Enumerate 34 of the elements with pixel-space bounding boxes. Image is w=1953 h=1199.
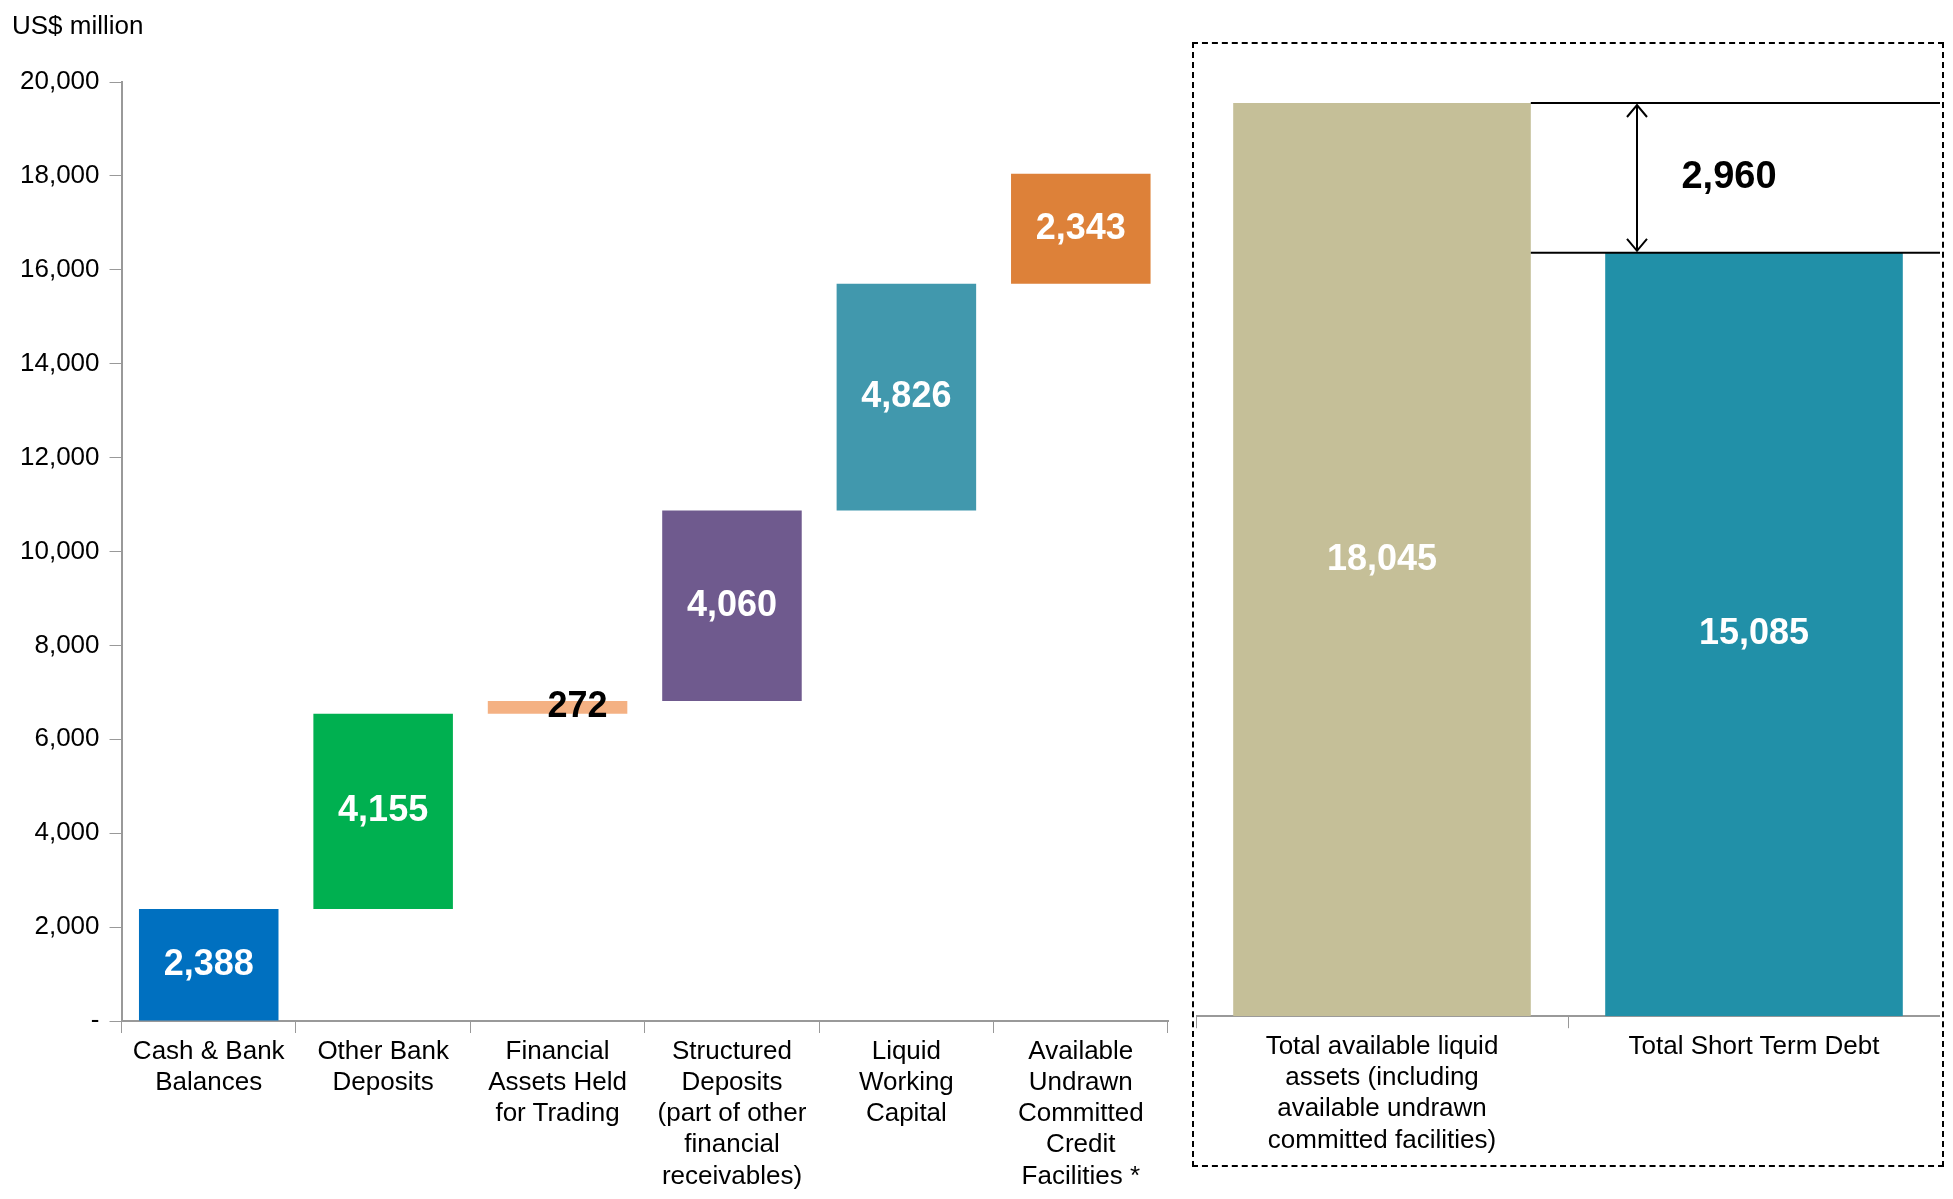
data-label: 2,343 <box>1035 205 1126 247</box>
y-tick-label: 18,000 <box>19 159 100 190</box>
y-axis-title: US$ million <box>12 10 144 41</box>
data-label: 4,826 <box>861 374 952 416</box>
data-label: 272 <box>547 683 608 725</box>
data-label: 4,060 <box>686 582 778 624</box>
x-tick-label: Other Bank Deposits <box>317 1034 450 1096</box>
x-tick-label: Available Undrawn Committed Credit Facilities * <box>1017 1034 1144 1190</box>
data-label: 18,045 <box>1326 536 1438 578</box>
bar <box>138 908 279 1021</box>
x-tick-label: Total available liquid assets (including available undrawn committed facilities) <box>1265 1029 1499 1154</box>
y-tick-label: 16,000 <box>19 252 100 283</box>
bar <box>313 713 453 909</box>
y-tick-label: - <box>90 1004 100 1035</box>
data-label: 15,085 <box>1698 611 1810 653</box>
y-tick-label: 14,000 <box>19 346 100 377</box>
bar <box>836 283 977 511</box>
x-tick-label: Total Short Term Debt <box>1628 1029 1881 1060</box>
y-tick-label: 8,000 <box>34 628 100 659</box>
y-tick-label: 10,000 <box>19 534 100 565</box>
y-tick-label: 20,000 <box>19 65 100 96</box>
x-tick-label: Structured Deposits (part of other financial receivables) <box>657 1034 807 1190</box>
x-tick-label: Liquid Working Capital <box>858 1034 954 1128</box>
y-tick-label: 2,000 <box>34 910 100 941</box>
annotation: 2,960 <box>1681 154 1777 197</box>
bar <box>662 510 802 702</box>
y-tick-label: 6,000 <box>34 722 100 753</box>
data-label: 2,388 <box>163 941 254 983</box>
data-label: 4,155 <box>338 788 429 830</box>
y-tick-label: 4,000 <box>34 816 100 847</box>
bar <box>1011 173 1151 284</box>
x-tick-label: Financial Assets Held for Trading <box>488 1034 627 1128</box>
y-tick-label: 12,000 <box>19 440 100 471</box>
x-tick-label: Cash & Bank Balances <box>132 1034 286 1096</box>
